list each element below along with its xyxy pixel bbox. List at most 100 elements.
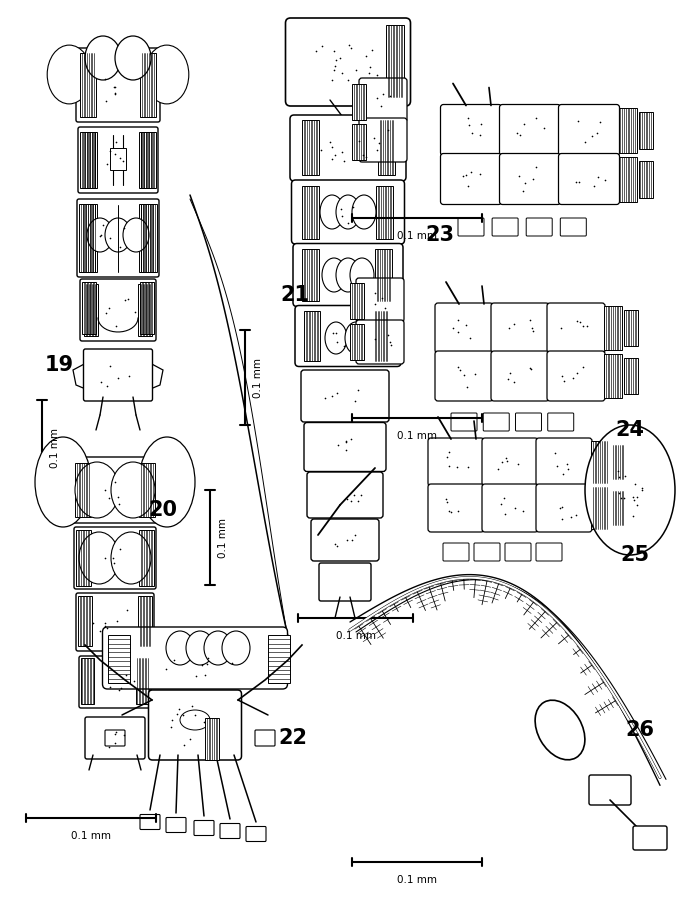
- Ellipse shape: [115, 36, 151, 80]
- Bar: [78, 596, 92, 646]
- Bar: [350, 324, 364, 360]
- Text: 25: 25: [620, 545, 649, 565]
- FancyBboxPatch shape: [140, 814, 160, 830]
- Ellipse shape: [111, 462, 155, 518]
- Bar: [619, 157, 636, 202]
- Bar: [141, 132, 156, 188]
- Bar: [82, 282, 96, 334]
- Text: 23: 23: [425, 225, 454, 245]
- FancyBboxPatch shape: [105, 730, 125, 746]
- Text: 0.1 mm: 0.1 mm: [253, 357, 263, 398]
- Bar: [604, 354, 622, 398]
- Text: 24: 24: [615, 420, 644, 440]
- Polygon shape: [148, 362, 163, 390]
- FancyBboxPatch shape: [286, 18, 410, 106]
- Ellipse shape: [79, 532, 119, 584]
- FancyBboxPatch shape: [559, 154, 620, 204]
- Ellipse shape: [359, 322, 381, 354]
- Text: 0.1 mm: 0.1 mm: [397, 875, 437, 885]
- FancyBboxPatch shape: [547, 303, 605, 353]
- FancyBboxPatch shape: [451, 413, 477, 431]
- Text: 21: 21: [280, 285, 309, 305]
- FancyBboxPatch shape: [440, 104, 501, 156]
- Bar: [139, 132, 154, 188]
- Ellipse shape: [345, 322, 367, 354]
- Ellipse shape: [222, 631, 250, 665]
- Text: 0.1 mm: 0.1 mm: [50, 428, 60, 467]
- FancyBboxPatch shape: [220, 824, 240, 839]
- FancyBboxPatch shape: [560, 218, 587, 236]
- FancyBboxPatch shape: [74, 527, 156, 589]
- Bar: [375, 249, 392, 301]
- Bar: [376, 186, 393, 239]
- FancyBboxPatch shape: [359, 78, 407, 122]
- FancyBboxPatch shape: [547, 351, 605, 401]
- Ellipse shape: [105, 218, 131, 252]
- Bar: [81, 658, 94, 704]
- FancyBboxPatch shape: [547, 413, 574, 431]
- FancyBboxPatch shape: [255, 730, 275, 746]
- Text: 26: 26: [625, 720, 654, 740]
- FancyBboxPatch shape: [526, 218, 552, 236]
- Bar: [304, 311, 320, 361]
- Bar: [141, 204, 157, 272]
- Bar: [302, 249, 319, 301]
- Bar: [80, 53, 96, 117]
- FancyBboxPatch shape: [76, 593, 154, 651]
- FancyBboxPatch shape: [293, 244, 403, 307]
- Bar: [140, 53, 156, 117]
- FancyBboxPatch shape: [295, 305, 401, 366]
- FancyBboxPatch shape: [435, 351, 493, 401]
- Bar: [624, 358, 638, 394]
- FancyBboxPatch shape: [483, 413, 509, 431]
- FancyBboxPatch shape: [356, 320, 404, 364]
- Ellipse shape: [186, 631, 214, 665]
- FancyBboxPatch shape: [77, 199, 159, 277]
- Bar: [138, 284, 152, 336]
- Bar: [350, 283, 364, 319]
- FancyBboxPatch shape: [443, 543, 469, 561]
- Bar: [138, 596, 152, 646]
- FancyBboxPatch shape: [428, 438, 484, 486]
- Ellipse shape: [145, 45, 189, 104]
- Text: 22: 22: [278, 728, 307, 748]
- Ellipse shape: [336, 195, 360, 229]
- FancyBboxPatch shape: [482, 438, 538, 486]
- FancyBboxPatch shape: [71, 457, 159, 523]
- Bar: [136, 658, 149, 704]
- Text: 19: 19: [45, 355, 74, 375]
- Bar: [352, 84, 366, 120]
- Bar: [638, 160, 652, 197]
- FancyBboxPatch shape: [536, 484, 592, 532]
- Ellipse shape: [180, 710, 210, 730]
- FancyBboxPatch shape: [589, 775, 631, 805]
- Bar: [81, 204, 97, 272]
- Text: 0.1 mm: 0.1 mm: [218, 518, 228, 557]
- Ellipse shape: [204, 631, 232, 665]
- Bar: [140, 282, 154, 334]
- FancyBboxPatch shape: [166, 817, 186, 833]
- Bar: [139, 463, 155, 517]
- Ellipse shape: [75, 462, 119, 518]
- FancyBboxPatch shape: [435, 303, 493, 353]
- Ellipse shape: [352, 195, 376, 229]
- FancyBboxPatch shape: [482, 484, 538, 532]
- Ellipse shape: [336, 258, 360, 292]
- Bar: [373, 311, 389, 361]
- FancyBboxPatch shape: [515, 413, 542, 431]
- FancyBboxPatch shape: [79, 656, 151, 708]
- FancyBboxPatch shape: [536, 543, 562, 561]
- FancyBboxPatch shape: [102, 627, 288, 689]
- Bar: [624, 310, 638, 346]
- Bar: [80, 132, 95, 188]
- Polygon shape: [73, 362, 88, 390]
- FancyBboxPatch shape: [290, 115, 406, 181]
- FancyBboxPatch shape: [633, 826, 667, 850]
- Ellipse shape: [35, 437, 91, 527]
- FancyBboxPatch shape: [76, 48, 160, 122]
- FancyBboxPatch shape: [78, 127, 158, 193]
- Ellipse shape: [322, 258, 346, 292]
- FancyBboxPatch shape: [304, 422, 386, 472]
- Ellipse shape: [585, 425, 675, 555]
- Ellipse shape: [85, 36, 121, 80]
